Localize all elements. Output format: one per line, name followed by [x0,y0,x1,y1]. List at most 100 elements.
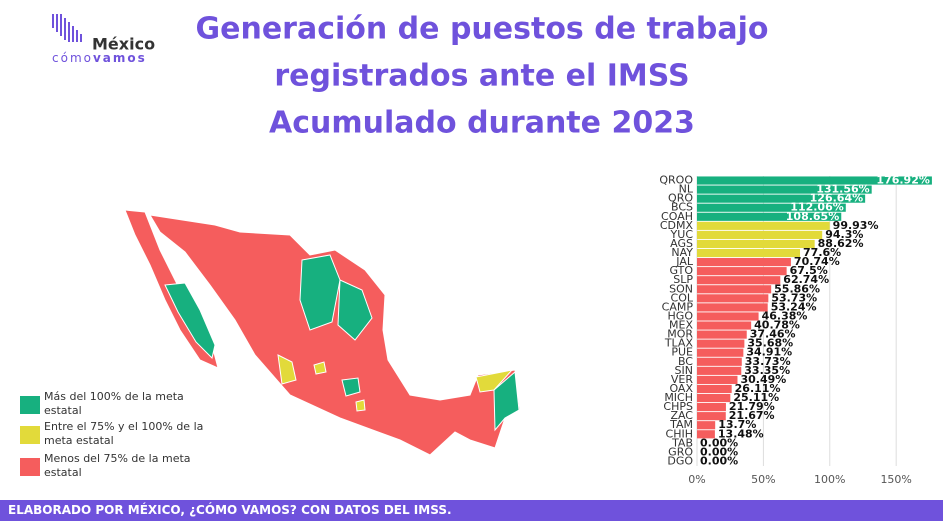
value-label: 35.68% [747,337,793,350]
value-label: 13.48% [718,427,764,440]
y-tick-label: SON [669,282,693,295]
bar [697,384,732,394]
y-tick-label: QRO [668,192,693,205]
y-tick-label: BC [678,355,693,368]
value-label: 0.00% [700,445,738,458]
bar [697,393,731,403]
value-label: 46.38% [762,309,808,322]
bar [697,185,872,194]
y-tick-label: MEX [669,319,693,332]
footer: ELABORADO POR MÉXICO, ¿CÓMO VAMOS? CON D… [0,500,943,521]
y-tick-label: TAB [671,436,693,449]
y-tick-label: DGO [667,454,693,467]
value-label: 55.86% [774,282,820,295]
y-tick-label: BCS [671,201,693,214]
y-tick-label: MOR [667,328,693,341]
value-label: 176.92% [876,174,929,187]
bar [697,403,726,412]
y-tick-label: COAH [661,210,693,223]
bar [697,357,742,366]
bar [697,203,846,212]
logo-bottom: cómovamos [52,51,147,65]
value-label: 62.74% [783,273,829,286]
logo-top: México [92,35,155,54]
value-label: 126.64% [810,192,863,205]
bar [697,212,842,221]
legend-label: Entre el 75% y el 100% de la meta estata… [44,420,204,447]
chart: México cómovamos Generación de puestos d… [52,12,932,486]
logo-bars [52,14,82,42]
value-label: 37.46% [750,328,796,341]
y-tick-label: SIN [675,364,693,377]
bar [697,285,772,294]
y-tick-label: YUC [670,228,694,241]
value-label: 30.49% [740,373,786,386]
bar [697,276,781,285]
bar [697,176,932,185]
legend-swatch [20,396,40,414]
y-tick-label: NAY [671,246,693,259]
bar [697,430,715,439]
value-label: 40.78% [754,319,800,332]
y-tick-label: CDMX [660,219,694,232]
y-tick-label: SLP [673,273,693,286]
value-label: 53.24% [771,300,817,313]
y-tick-label: PUE [671,346,693,359]
logo-a: cómo [52,51,93,65]
value-label: 67.5% [790,264,828,277]
legend-swatch [20,426,40,444]
value-label: 0.00% [700,436,738,449]
value-label: 88.62% [818,237,864,250]
bar [697,294,769,303]
legend-swatch [20,458,40,476]
value-label: 21.79% [729,400,775,413]
bar [697,348,744,357]
value-label: 21.67% [729,409,775,422]
y-tick-label: OAX [669,382,693,395]
value-label: 26.11% [735,382,781,395]
logo-b: vamos [93,51,147,65]
y-tick-label: GRO [668,445,693,458]
bar [697,339,745,348]
y-tick-label: QROO [659,174,693,187]
y-tick-label: COL [671,291,694,304]
value-label: 77.6% [803,246,841,259]
x-tick-label: 0% [688,473,705,486]
y-tick-label: NL [679,183,694,196]
y-tick-label: GTO [669,264,693,277]
value-label: 131.56% [816,183,869,196]
value-label: 13.7% [718,418,756,431]
value-label: 99.93% [833,219,879,232]
bar [697,366,742,375]
bar [697,221,830,230]
bar [697,303,768,312]
bar [697,194,866,203]
value-label: 112.06% [790,201,843,214]
y-tick-label: AGS [670,237,693,250]
x-tick-label: 150% [880,473,911,486]
y-tick-label: JAL [675,255,694,268]
title-line: registrados ante el IMSS [274,59,689,94]
x-tick-label: 50% [751,473,775,486]
bar [697,312,759,321]
title-line: Acumulado durante 2023 [269,106,695,141]
title-line: Generación de puestos de trabajo [195,12,768,47]
bar [697,321,752,330]
y-tick-label: CAMP [662,300,694,313]
y-tick-label: TAM [669,418,693,431]
bar [697,230,823,239]
y-tick-label: MICH [664,391,693,404]
value-label: 0.00% [700,454,738,467]
value-label: 94.3% [825,228,863,241]
map [124,209,521,456]
y-tick-label: CHIH [666,427,693,440]
value-label: 70.74% [794,255,840,268]
value-label: 53.73% [771,291,817,304]
y-tick-label: VER [671,373,693,386]
value-label: 25.11% [733,391,779,404]
bar [697,421,716,430]
bar [697,248,801,258]
value-label: 33.73% [745,355,791,368]
bar [697,412,726,421]
